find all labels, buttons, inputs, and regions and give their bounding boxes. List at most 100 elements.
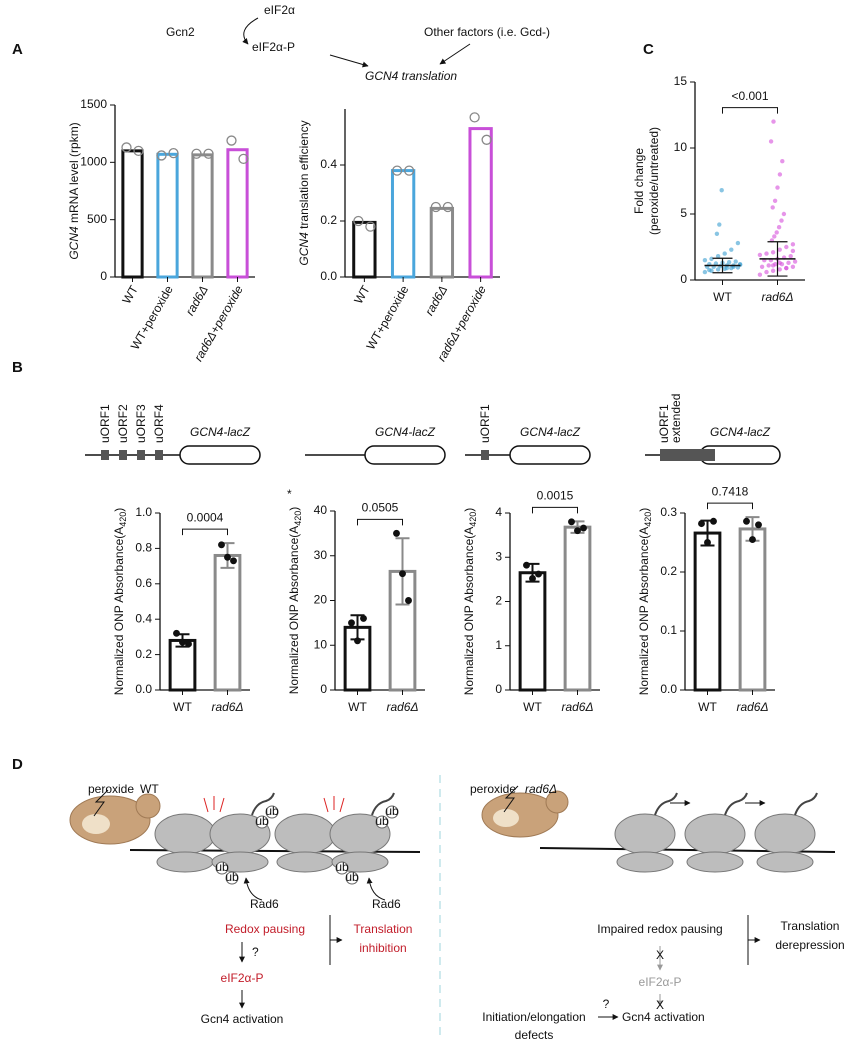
replicate-point [230, 557, 237, 565]
y-label-part: mRNA level (rpkm) [67, 122, 81, 226]
y-tick-label: 0.2 [320, 213, 337, 227]
replicate-point [574, 527, 581, 535]
y-tick-label: 0 [680, 272, 687, 286]
replicate-point [360, 614, 367, 622]
bar [468, 127, 493, 279]
sig-bracket [707, 502, 753, 510]
data-point [774, 230, 779, 235]
y-tick-label: 0.0 [660, 682, 677, 696]
label: Rad6 [372, 897, 401, 911]
replicate-point [523, 561, 530, 569]
ub-label: ub [375, 814, 389, 828]
y-tick-label: 40 [314, 503, 328, 517]
x-tick-label: rad6Δ [386, 700, 418, 714]
ub-tag [255, 815, 269, 829]
y-tick-label: 4 [495, 505, 502, 519]
label: eIF2α-P [639, 975, 682, 989]
gene-box [509, 445, 591, 465]
data-point [735, 240, 741, 246]
label: rad6Δ [525, 782, 557, 796]
replicate-point [121, 142, 132, 153]
gene-label: GCN4-lacZ [520, 425, 581, 439]
data-point [770, 250, 776, 255]
label: Translation [354, 922, 413, 936]
y-label-sub: 420 [468, 512, 478, 527]
replicate-point [168, 148, 179, 159]
label: WT [140, 782, 159, 796]
data-point [771, 119, 776, 124]
replicate-point [405, 597, 412, 604]
y-label-sub: 420 [643, 512, 653, 527]
data-point [715, 254, 721, 259]
y-label-part: GCN4 [67, 226, 81, 260]
bar [693, 531, 722, 692]
x-tick-label: rad6Δ [183, 283, 211, 318]
replicate-point [226, 135, 237, 146]
data-point [715, 267, 721, 272]
replicate-point [203, 148, 214, 159]
replicate-point [535, 570, 542, 578]
sig-bracket [532, 506, 578, 514]
gene-label: GCN4-lacZ [710, 425, 771, 439]
data-point [784, 265, 789, 271]
data-point [772, 198, 778, 203]
x-tick-label: rad6Δ [422, 283, 450, 318]
data-point [770, 263, 776, 268]
y-label-part: translation efficiency [297, 120, 311, 232]
p-value: 0.0015 [537, 489, 574, 503]
yeast-cell [69, 785, 569, 845]
replicate-point [354, 637, 361, 645]
x-tick-label: WT [348, 700, 367, 714]
p-value: 0.0505 [362, 501, 399, 515]
y-tick-label: 2 [495, 594, 502, 608]
panel-label: C [643, 41, 654, 58]
replicate-point [529, 575, 536, 582]
pathway-text: Other factors (i.e. Gcd-) [424, 25, 550, 39]
y-tick-label: 0.4 [135, 611, 152, 625]
ub-label: ub [385, 804, 399, 818]
x-tick-label: WT [698, 700, 717, 714]
label: eIF2α-P [221, 971, 264, 985]
data-point [776, 225, 782, 230]
replicate-point [481, 134, 492, 145]
data-point [702, 258, 708, 263]
bar [518, 571, 547, 692]
bar [226, 148, 249, 279]
y-label-line: (peroxide/untreated) [647, 127, 661, 235]
uorf [101, 450, 109, 460]
y-label-part: Normalized ONP Absorbance(A [637, 527, 651, 696]
x-tick-label: WT [119, 283, 141, 307]
y-label-part: Normalized ONP Absorbance(A [287, 526, 301, 695]
y-tick-label: 0 [495, 682, 502, 696]
panel-label: B [12, 359, 23, 376]
label: derepression [775, 938, 844, 952]
uorf-label: uORF1 [98, 404, 112, 443]
data-point [770, 268, 776, 273]
bar [390, 169, 416, 279]
uorf [155, 450, 163, 460]
label: X [656, 998, 664, 1012]
data-point [777, 267, 782, 272]
replicate-point [469, 112, 480, 123]
label: X [656, 948, 664, 962]
y-label-sub: 420 [118, 512, 128, 527]
data-point [792, 259, 798, 264]
label: inhibition [359, 941, 406, 955]
replicate-point [365, 221, 376, 232]
pause-marks [203, 796, 345, 813]
x-tick-label: rad6Δ [736, 700, 768, 714]
uorf-label: uORF4 [152, 404, 166, 443]
data-point [786, 260, 791, 266]
y-label-sub: 420 [293, 511, 303, 526]
label: Gcn4 activation [201, 1012, 284, 1026]
sig-bracket [357, 518, 403, 526]
bar [429, 206, 455, 279]
ub-tag [385, 805, 399, 819]
label: Redox pausing [225, 922, 305, 936]
data-point [729, 247, 734, 252]
y-tick-label: 10 [674, 140, 688, 154]
label: Impaired redox pausing [597, 922, 722, 936]
label: Gcn4 activation [622, 1010, 705, 1024]
p-value: 0.0004 [187, 510, 224, 524]
